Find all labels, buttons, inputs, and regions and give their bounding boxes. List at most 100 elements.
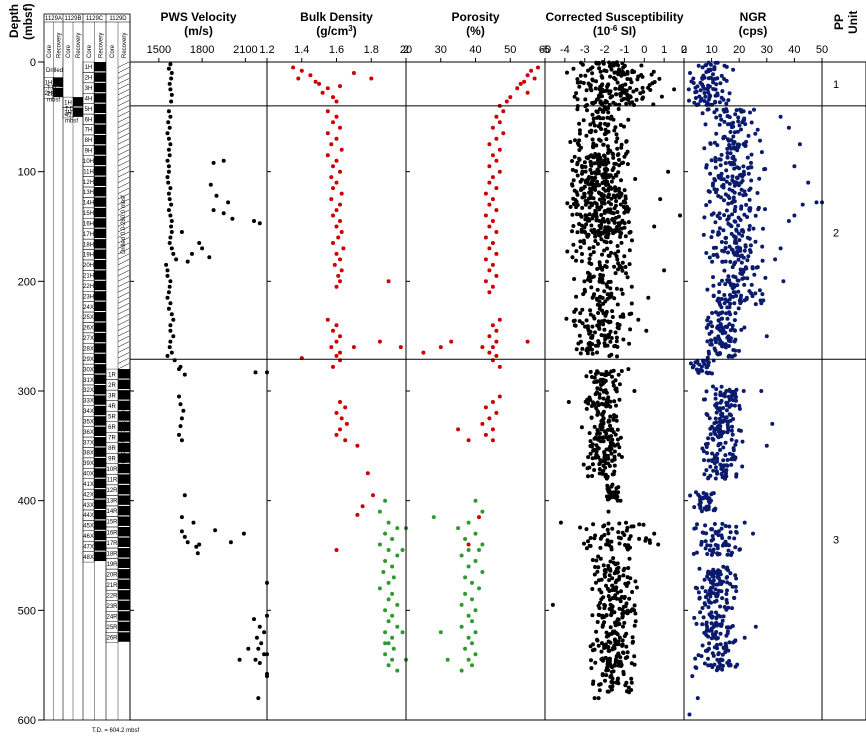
data-point <box>497 364 502 369</box>
data-point <box>597 299 602 304</box>
data-point <box>490 241 495 245</box>
data-point <box>570 212 575 217</box>
hole-c-core-label: 44X <box>83 513 94 519</box>
data-point <box>580 205 585 210</box>
recovery-bar <box>94 509 106 520</box>
data-point <box>625 96 629 101</box>
data-point <box>759 150 764 155</box>
unit-part: (10 <box>593 24 611 38</box>
data-point <box>710 311 715 315</box>
data-point <box>339 268 344 273</box>
data-point <box>597 137 602 142</box>
data-point <box>792 213 797 218</box>
recovery-bar <box>73 107 83 117</box>
data-point <box>700 446 705 451</box>
data-point <box>599 237 604 242</box>
data-point <box>723 246 728 250</box>
x-tick-label: 30 <box>761 44 773 56</box>
data-point <box>501 131 506 136</box>
data-point <box>734 589 739 594</box>
data-point <box>724 463 729 468</box>
data-point <box>714 402 719 407</box>
data-point <box>587 275 592 280</box>
data-point <box>700 75 705 80</box>
hole-name: 1129D <box>109 16 127 22</box>
data-point <box>577 138 582 143</box>
data-point <box>737 547 742 552</box>
data-point <box>470 580 474 585</box>
drilled-hatch <box>117 100 130 107</box>
data-point <box>604 447 609 452</box>
data-point <box>749 178 754 183</box>
data-point <box>470 597 474 602</box>
data-point <box>585 351 590 356</box>
data-point <box>634 585 639 590</box>
data-point <box>377 542 382 547</box>
data-point <box>747 188 752 192</box>
data-point <box>732 301 737 306</box>
data-point <box>706 76 711 81</box>
drilled-hatch <box>117 209 130 216</box>
data-point <box>182 534 187 539</box>
data-point <box>691 364 696 368</box>
data-point <box>604 542 609 547</box>
drilled-hatch <box>117 303 130 309</box>
data-point <box>657 76 662 81</box>
data-point <box>610 526 615 531</box>
data-point <box>711 508 716 513</box>
data-point <box>699 654 704 659</box>
data-point <box>706 315 711 320</box>
data-point <box>477 586 481 591</box>
data-point <box>718 81 723 86</box>
data-point <box>728 151 733 156</box>
data-point <box>745 276 750 281</box>
recovery-bar <box>118 474 130 484</box>
data-point <box>701 232 706 237</box>
data-point <box>182 372 187 377</box>
recovery-bar <box>118 495 130 505</box>
data-point <box>712 429 717 434</box>
data-point <box>607 253 612 258</box>
data-point <box>165 268 170 273</box>
drilled-hatch <box>117 363 130 370</box>
data-point <box>716 318 721 323</box>
data-point <box>390 635 395 640</box>
data-point <box>185 259 190 264</box>
panel-0: PWS Velocity(m/s)1500 1800 2100 <box>129 10 269 721</box>
data-point <box>693 96 698 100</box>
data-point <box>613 203 618 208</box>
data-point <box>619 455 624 459</box>
data-point <box>168 62 173 67</box>
data-point <box>623 656 628 660</box>
data-point <box>598 458 603 463</box>
data-point <box>589 666 594 671</box>
hole-c-core-label: 15H <box>83 211 94 217</box>
data-point <box>584 406 589 411</box>
drilled-hatch <box>117 341 130 348</box>
data-point <box>721 564 726 569</box>
data-point <box>168 279 173 284</box>
data-point <box>226 200 231 205</box>
data-point <box>390 613 395 618</box>
data-point <box>395 602 400 607</box>
data-point <box>606 220 611 225</box>
data-point <box>735 129 740 134</box>
data-point <box>733 311 738 316</box>
data-point <box>625 650 630 655</box>
data-point <box>651 69 656 74</box>
data-point <box>706 322 711 327</box>
data-point <box>487 290 492 295</box>
data-point <box>605 474 610 479</box>
drilled-hatch <box>117 116 130 123</box>
data-point <box>601 524 606 529</box>
x-tick-label: 60 <box>539 44 551 56</box>
data-point <box>599 657 604 662</box>
hole-c-core-label: 34X <box>83 409 94 415</box>
data-point <box>599 278 603 283</box>
data-point <box>613 195 618 200</box>
data-point <box>167 197 172 202</box>
data-point <box>338 219 342 223</box>
drilled-hatch <box>117 297 130 304</box>
drilled-hatch <box>117 176 130 183</box>
